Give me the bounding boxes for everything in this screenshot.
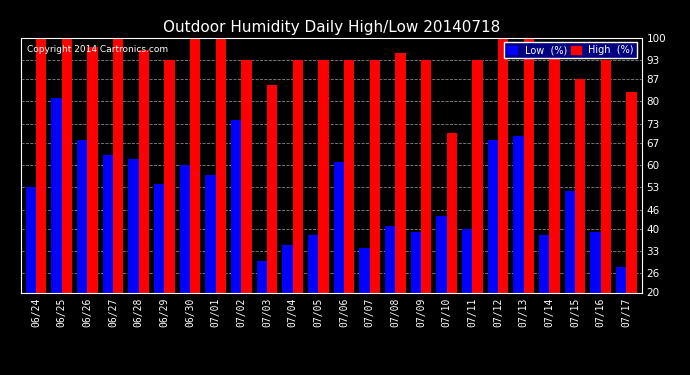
Bar xyxy=(513,136,524,292)
Bar xyxy=(216,38,226,292)
Bar xyxy=(370,60,380,292)
Bar xyxy=(206,175,216,292)
Bar xyxy=(241,60,252,292)
Bar xyxy=(627,92,637,292)
Bar xyxy=(524,38,534,292)
Bar xyxy=(282,245,293,292)
Bar xyxy=(154,184,164,292)
Bar xyxy=(26,188,36,292)
Bar xyxy=(446,133,457,292)
Bar xyxy=(180,165,190,292)
Bar xyxy=(395,54,406,292)
Bar xyxy=(436,216,446,292)
Bar xyxy=(139,50,149,292)
Bar xyxy=(128,159,139,292)
Bar xyxy=(36,38,46,292)
Text: Copyright 2014 Cartronics.com: Copyright 2014 Cartronics.com xyxy=(27,45,168,54)
Bar xyxy=(421,60,431,292)
Bar xyxy=(293,60,303,292)
Bar xyxy=(164,60,175,292)
Bar xyxy=(190,38,200,292)
Bar xyxy=(385,226,395,292)
Bar xyxy=(359,248,370,292)
Bar xyxy=(257,261,267,292)
Bar xyxy=(462,229,473,292)
Bar xyxy=(344,60,354,292)
Bar xyxy=(411,232,421,292)
Bar xyxy=(113,38,124,292)
Bar xyxy=(549,47,560,292)
Bar xyxy=(308,235,318,292)
Title: Outdoor Humidity Daily High/Low 20140718: Outdoor Humidity Daily High/Low 20140718 xyxy=(163,20,500,35)
Bar xyxy=(77,140,88,292)
Bar xyxy=(498,38,509,292)
Bar xyxy=(539,235,549,292)
Bar xyxy=(62,38,72,292)
Bar xyxy=(600,60,611,292)
Bar xyxy=(473,60,482,292)
Bar xyxy=(267,86,277,292)
Bar xyxy=(564,190,575,292)
Bar xyxy=(488,140,498,292)
Bar xyxy=(231,120,241,292)
Bar xyxy=(318,60,328,292)
Legend: Low  (%), High  (%): Low (%), High (%) xyxy=(504,42,637,58)
Bar xyxy=(52,98,62,292)
Bar xyxy=(575,79,585,292)
Bar xyxy=(334,162,344,292)
Bar xyxy=(616,267,627,292)
Bar xyxy=(591,232,600,292)
Bar xyxy=(88,47,98,292)
Bar xyxy=(103,155,113,292)
